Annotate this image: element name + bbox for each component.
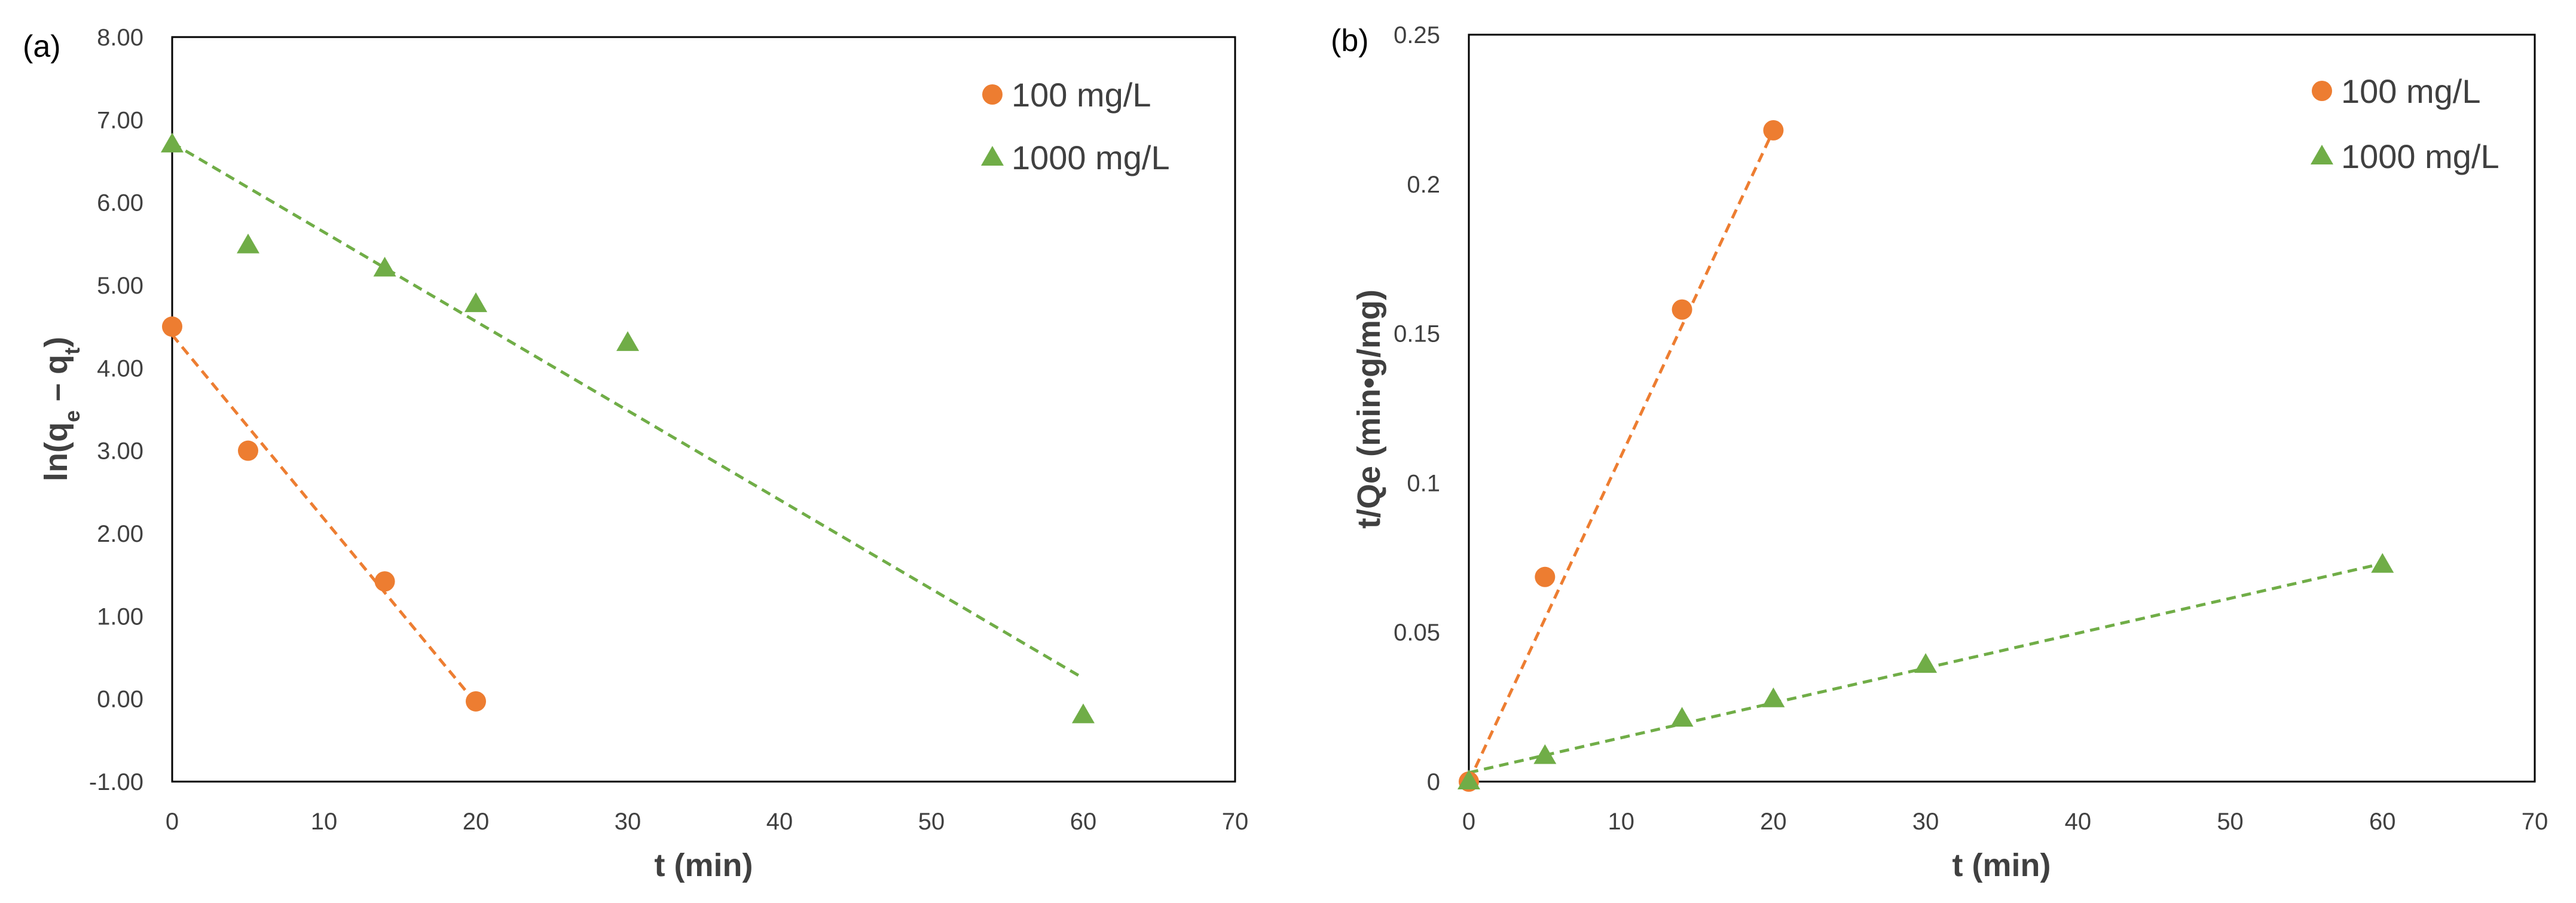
panel-a-point-100	[238, 440, 258, 461]
panel-b-legend: 100 mg/L 1000 mg/L	[2311, 72, 2499, 175]
panel-a-x-tick-label: 30	[615, 809, 641, 835]
panel-a-y-title-sub-t: t	[60, 347, 84, 355]
panel-a-point-1000	[1072, 703, 1095, 724]
panel-a-y-tick-label: 7.00	[97, 107, 143, 133]
panel-a-y-tick-label: 4.00	[97, 355, 143, 382]
panel-a-trendline-100	[171, 334, 477, 704]
panel-b-x-tick-label: 60	[2369, 809, 2396, 835]
panel-b-x-tick-label: 20	[1760, 809, 1787, 835]
panel-a-y-tick-label: 2.00	[97, 521, 143, 547]
panel-b-point-100	[1763, 120, 1784, 141]
panel-b-x-tick-label: 0	[1462, 809, 1475, 835]
panel-b-y-tick-label: 0.15	[1394, 321, 1440, 347]
panel-b-x-tick-label: 10	[1608, 809, 1634, 835]
panel-a-point-100	[374, 571, 395, 592]
panel-a-point-100	[466, 691, 486, 712]
panel-a-point-100	[162, 316, 182, 337]
panel-b-x-tick-label: 40	[2065, 809, 2092, 835]
panel-b-point-1000	[2371, 553, 2394, 573]
panel-b-legend-label-100: 100 mg/L	[2341, 72, 2481, 110]
panel-b-y-axis-title: t/Qe (min•g/mg)	[1351, 289, 1387, 529]
panel-a-y-tick-label: 1.00	[97, 603, 143, 630]
panel-b-y-tick-label: 0.25	[1394, 22, 1440, 48]
panel-b-data-points	[1457, 120, 2394, 792]
panel-a-y-tick-label: -1.00	[89, 769, 143, 795]
panel-b-x-tick-label: 70	[2522, 809, 2549, 835]
panel-b-point-1000	[1457, 770, 1480, 789]
panel-a-y-title-sub-e: e	[60, 410, 84, 422]
panel-a-trendlines	[171, 141, 1084, 704]
panel-b-point-1000	[1914, 653, 1938, 673]
panel-b-legend-marker-100	[2312, 81, 2332, 101]
panel-a-chart: (a) -1.00 0.00 1.00 2.00 3.00 4.00 5.00 6.00 7.0…	[23, 25, 1248, 883]
panel-b-point-1000	[1762, 687, 1785, 707]
panel-a-point-1000	[373, 257, 396, 277]
panel-b-chart: (b) 00.050.10.150.20.25 0 10 20 30 40 50 60 70 …	[1331, 22, 2548, 883]
panel-a-x-tick-label: 70	[1222, 809, 1249, 835]
panel-a-y-tick-labels: -1.00 0.00 1.00 2.00 3.00 4.00 5.00 6.00 7.00 8.0…	[89, 25, 143, 795]
panel-a-label: (a)	[23, 29, 61, 64]
panel-b-x-tick-label: 30	[1912, 809, 1939, 835]
panel-b-legend-marker-1000	[2311, 145, 2333, 164]
panel-b-label: (b)	[1331, 23, 1369, 58]
panel-a-y-title-part1: ln(q	[38, 422, 74, 481]
panel-b-plot-frame	[1468, 33, 2536, 783]
panel-a-legend-marker-100	[982, 84, 1003, 105]
panel-b-trendline-100	[1467, 129, 1775, 783]
panel-b-y-tick-label: 0.2	[1407, 172, 1440, 198]
panel-b-trendlines	[1467, 129, 2383, 783]
panel-b-point-1000	[1533, 744, 1557, 764]
panel-b-point-1000	[1670, 707, 1694, 727]
panel-a-y-title-part3: )	[38, 337, 74, 347]
panel-a-legend-marker-1000	[981, 146, 1004, 166]
panel-a-y-tick-label: 6.00	[97, 190, 143, 216]
panel-b-legend-label-1000: 1000 mg/L	[2341, 138, 2499, 175]
panel-a-data-points	[161, 132, 1095, 724]
panel-a-y-axis-title: ln(qe – qt)	[38, 337, 84, 481]
panel-a-x-tick-labels: 0 10 20 30 40 50 60 70	[166, 809, 1248, 835]
panel-b-y-tick-label: 0.1	[1407, 470, 1440, 496]
panel-a-point-1000	[616, 331, 639, 351]
panel-a-x-tick-label: 50	[918, 809, 945, 835]
panel-a-x-tick-label: 10	[311, 809, 338, 835]
panel-b-point-100	[1535, 566, 1556, 587]
panel-a-legend: 100 mg/L 1000 mg/L	[981, 76, 1170, 176]
panel-a-legend-label-1000: 1000 mg/L	[1012, 139, 1170, 176]
panel-a-y-tick-label: 8.00	[97, 25, 143, 51]
panel-b-y-tick-labels: 0 0.05 0.1 0.15 0.2 0.25	[1394, 22, 1440, 795]
panel-a-point-1000	[161, 132, 184, 152]
panel-a-legend-label-100: 100 mg/L	[1012, 76, 1151, 114]
panel-a-y-title-part2: – q	[38, 355, 74, 410]
panel-a-x-tick-label: 20	[463, 809, 490, 835]
panel-a-x-tick-label: 60	[1070, 809, 1097, 835]
panel-b-point-100	[1672, 299, 1692, 320]
panel-a-x-tick-label: 0	[166, 809, 179, 835]
panel-a-x-tick-label: 40	[766, 809, 793, 835]
panel-b-x-tick-label: 50	[2217, 809, 2244, 835]
panel-a-trendline-1000	[171, 141, 1084, 680]
panel-a-point-1000	[465, 292, 487, 312]
panel-b-y-tick-label: 0.05	[1394, 620, 1440, 646]
panel-b-y-tick-label: 0	[1427, 769, 1440, 795]
panel-b-x-tick-labels: 0 10 20 30 40 50 60 70	[1462, 809, 2548, 835]
panel-a-y-tick-label: 0.00	[97, 687, 143, 713]
panel-a-plot-frame	[171, 36, 1236, 783]
panel-a-y-tick-label: 3.00	[97, 438, 143, 465]
panel-a-y-tick-label: 5.00	[97, 273, 143, 299]
panel-b-x-axis-title: t (min)	[1952, 847, 2051, 883]
panel-a-point-1000	[237, 233, 259, 254]
panel-a-x-axis-title: t (min)	[655, 847, 753, 883]
